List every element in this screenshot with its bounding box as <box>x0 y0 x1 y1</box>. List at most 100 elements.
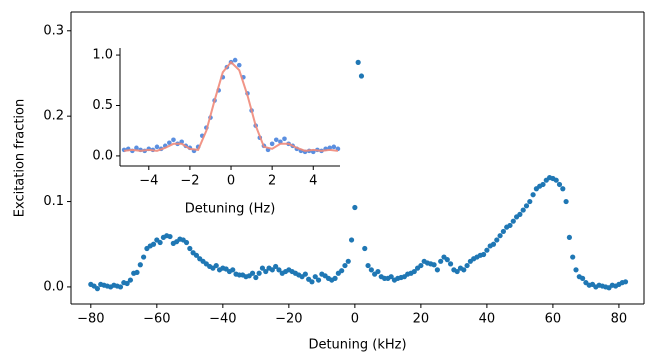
data-point <box>438 258 444 264</box>
data-point <box>134 145 139 151</box>
y-tick-label: 1.0 <box>92 48 113 63</box>
data-point <box>540 181 546 188</box>
data-point <box>523 203 530 209</box>
data-point <box>490 241 497 247</box>
data-point <box>461 267 467 273</box>
data-point <box>345 258 351 264</box>
data-point <box>411 268 417 275</box>
data-point <box>253 274 259 281</box>
data-point <box>141 254 147 260</box>
x-tick-label: −4 <box>139 174 158 189</box>
x-tick-label: 4 <box>309 174 317 189</box>
x-tick-label: 0 <box>351 312 359 327</box>
data-point <box>500 228 506 235</box>
data-point <box>530 192 536 198</box>
data-point <box>273 137 279 143</box>
data-point <box>167 140 172 146</box>
y-tick-label: 0.5 <box>92 98 113 113</box>
data-point <box>454 268 460 275</box>
data-point <box>127 277 134 283</box>
data-point <box>117 284 124 290</box>
data-point <box>256 270 262 276</box>
data-point <box>171 137 176 143</box>
data-point <box>497 233 503 239</box>
data-point <box>563 198 569 205</box>
data-point <box>520 207 526 213</box>
data-point <box>187 245 193 252</box>
data-point <box>137 262 143 268</box>
data-point <box>213 262 219 269</box>
data-point <box>527 198 533 205</box>
data-point <box>183 239 190 246</box>
data-point <box>249 270 256 276</box>
data-point <box>259 265 266 271</box>
x-axis-label: Detuning (Hz) <box>185 202 276 217</box>
inset-background <box>80 40 348 218</box>
x-tick-label: 0 <box>227 174 235 189</box>
x-tick-label: −80 <box>77 312 104 327</box>
data-point <box>230 267 236 273</box>
y-tick-label: 0.3 <box>43 23 64 38</box>
data-point <box>358 73 365 79</box>
y-tick-label: 0.0 <box>43 279 64 294</box>
data-point <box>573 267 579 273</box>
data-point <box>269 141 275 147</box>
data-point <box>339 268 345 274</box>
y-tick-label: 0.2 <box>43 109 64 124</box>
data-point <box>273 263 279 270</box>
data-point <box>418 262 424 269</box>
data-point <box>263 268 269 275</box>
data-point <box>375 268 381 275</box>
data-point <box>331 144 337 150</box>
data-point <box>355 59 361 65</box>
data-point <box>368 267 374 273</box>
fit-line <box>123 60 339 152</box>
x-tick-label: 40 <box>479 312 496 327</box>
data-point <box>193 252 200 258</box>
data-point <box>464 262 470 269</box>
data-point <box>309 279 315 285</box>
data-point <box>365 262 371 269</box>
data-point <box>282 136 287 142</box>
data-point <box>560 186 566 192</box>
x-tick-label: −60 <box>143 312 170 327</box>
y-axis-label: Excitation fraction <box>13 99 28 217</box>
data-point <box>484 247 490 253</box>
x-tick-label: −20 <box>275 312 302 327</box>
data-point <box>622 279 629 285</box>
data-point <box>232 57 238 63</box>
data-point <box>362 245 368 252</box>
data-point <box>570 254 576 260</box>
x-axis-label: Detuning (kHz) <box>308 338 406 353</box>
data-point <box>236 62 242 68</box>
data-point <box>352 204 358 211</box>
x-tick-label: −2 <box>180 174 199 189</box>
data-point <box>167 233 173 240</box>
data-point <box>480 251 487 258</box>
data-point <box>124 280 130 287</box>
x-tick-label: 2 <box>268 174 276 189</box>
data-point <box>348 237 355 243</box>
data-point <box>134 269 140 276</box>
y-tick-label: 0.0 <box>92 148 113 163</box>
data-point <box>444 257 450 263</box>
data-point <box>312 274 318 280</box>
data-point <box>154 144 160 150</box>
y-tick-label: 0.1 <box>43 194 64 209</box>
data-point <box>431 262 437 268</box>
data-point <box>150 241 157 247</box>
data-point <box>94 286 101 292</box>
data-point <box>510 218 516 224</box>
data-point <box>269 267 275 273</box>
data-point <box>327 145 333 151</box>
x-tick-label: 60 <box>545 312 562 327</box>
data-point <box>566 234 573 241</box>
data-point <box>517 211 523 217</box>
data-point <box>494 237 500 243</box>
data-point <box>276 267 282 273</box>
data-point <box>434 267 440 273</box>
data-point <box>332 275 338 281</box>
data-point <box>315 277 322 283</box>
data-point <box>388 274 394 280</box>
